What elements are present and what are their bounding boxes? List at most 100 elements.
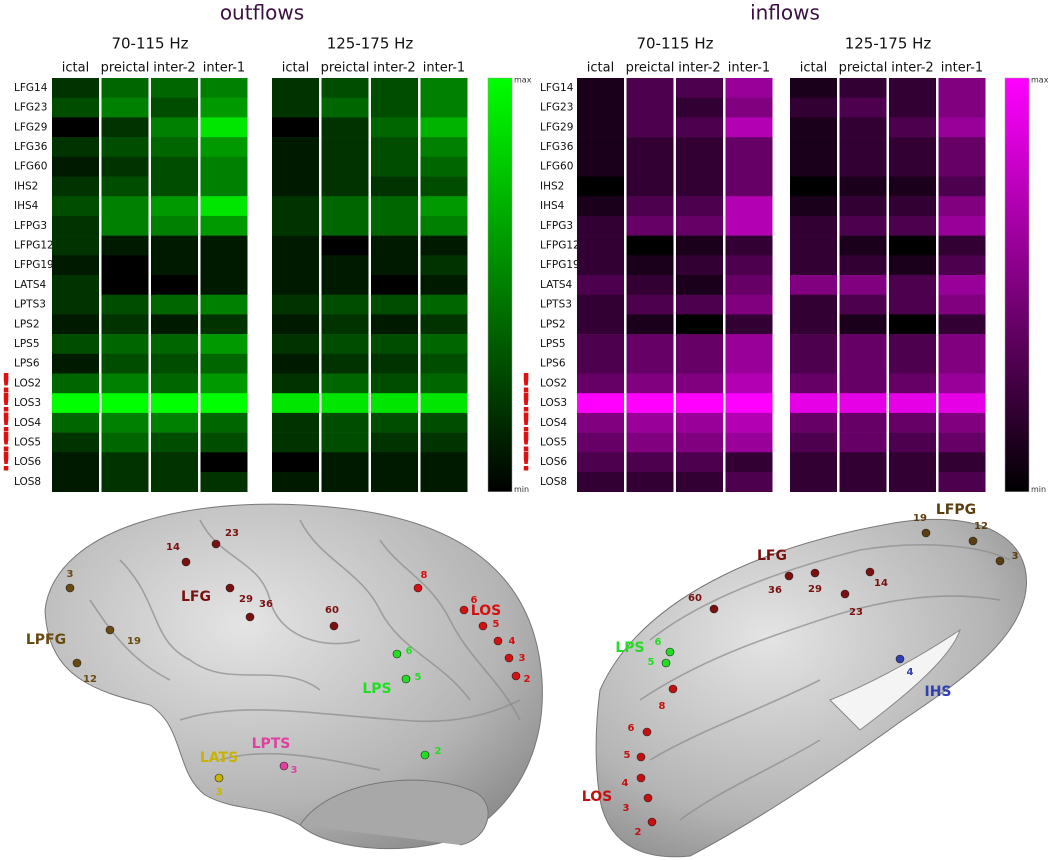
heatmap-cell <box>52 97 99 118</box>
electrode-label: 5 <box>624 750 631 761</box>
electrode-label: 14 <box>874 578 888 589</box>
heatmap-cell <box>272 452 319 473</box>
column-label: inter-1 <box>423 61 465 76</box>
heatmap-cell <box>200 255 248 276</box>
electrode <box>65 583 75 593</box>
heatmap-cell <box>889 97 936 118</box>
heatmap-cell <box>676 432 723 453</box>
electrode <box>511 671 521 681</box>
brain-medial <box>595 518 1027 858</box>
heatmap-cell <box>200 196 248 217</box>
heatmap-cell <box>839 117 887 138</box>
heatmap-cell <box>371 176 418 197</box>
region-label: LPFG <box>26 632 66 648</box>
heatmap-cell <box>676 373 723 394</box>
heatmap-cell <box>790 393 837 414</box>
heatmap-cell <box>151 97 198 118</box>
band-label: 70-115 Hz <box>636 35 713 53</box>
heatmap-cell <box>151 452 198 473</box>
row-label: LOS6 <box>540 456 567 468</box>
electrode <box>392 649 402 659</box>
electrode-label: 6 <box>628 723 635 734</box>
heatmap-cell <box>321 215 369 236</box>
heatmap-cell <box>839 275 887 295</box>
electrode-label: 6 <box>655 637 662 648</box>
heatmap-cell <box>839 314 887 335</box>
heatmap-cell <box>839 452 887 473</box>
heatmap-cell <box>626 156 674 177</box>
electrode <box>636 773 646 783</box>
heatmap-cell <box>790 156 837 177</box>
heatmap-cell <box>200 176 248 197</box>
row-label: LFG23 <box>540 102 573 114</box>
heatmap-cell <box>839 294 887 315</box>
heatmap-cell <box>839 196 887 217</box>
heatmap-cell <box>676 353 723 374</box>
heatmap-cell <box>577 393 624 414</box>
heatmap-cell <box>151 78 198 98</box>
heatmap-cell <box>52 314 99 335</box>
heatmap-cell <box>725 314 773 335</box>
electrode-label: 3 <box>623 803 630 814</box>
row-label: LPTS3 <box>14 299 46 311</box>
heatmap-cell <box>101 235 149 256</box>
electrode-label: 29 <box>239 594 253 605</box>
heatmap-cell <box>101 432 149 453</box>
band-label: 70-115 Hz <box>111 35 188 53</box>
column-label: inter-1 <box>203 61 245 76</box>
heatmap-cell <box>938 353 986 374</box>
heatmap-cell <box>151 334 198 355</box>
electrode-label: 60 <box>325 605 339 616</box>
heatmap-cell <box>626 432 674 453</box>
electrode-label: 2 <box>524 674 531 685</box>
heatmap-cell <box>151 314 198 335</box>
heatmap-cell <box>938 215 986 236</box>
heatmap-cell <box>52 176 99 197</box>
heatmap-cell <box>151 294 198 315</box>
heatmap-cell <box>101 137 149 158</box>
heatmap-cell <box>790 353 837 374</box>
row-label: LOS5 <box>540 436 567 448</box>
electrode <box>401 674 411 684</box>
heatmap-cell <box>938 117 986 138</box>
heatmap-cell <box>52 117 99 138</box>
electrode <box>642 727 652 737</box>
colorbar-min: min <box>1031 485 1046 494</box>
heatmap-cell <box>626 294 674 315</box>
heatmap-cell <box>626 334 674 355</box>
heatmap-cell <box>839 156 887 177</box>
region-label: LOS <box>471 603 501 619</box>
heatmap-cell <box>790 97 837 118</box>
heatmap-cell <box>577 452 624 473</box>
heatmap-cell <box>420 255 468 276</box>
heatmap-cell <box>321 137 369 158</box>
heatmap-cell <box>371 334 418 355</box>
heatmap-cell <box>52 215 99 236</box>
electrode <box>665 647 675 657</box>
heatmap-cell <box>626 472 674 492</box>
electrode-label: 5 <box>493 619 500 630</box>
region-label: LATS <box>200 750 238 766</box>
heatmap-cell <box>676 472 723 492</box>
heatmap-cell <box>839 353 887 374</box>
heatmap-cell <box>420 452 468 473</box>
heatmap-cell <box>790 235 837 256</box>
flag: ! <box>0 448 12 478</box>
heatmap-cell <box>321 334 369 355</box>
heatmap-cell <box>371 393 418 414</box>
heatmap-cell <box>272 215 319 236</box>
column-label: preictal <box>626 61 675 76</box>
heatmap-cell <box>52 235 99 256</box>
heatmap-cell <box>577 235 624 256</box>
heatmap-cell <box>938 334 986 355</box>
electrode-label: 8 <box>659 701 666 712</box>
heatmap-cell <box>52 334 99 355</box>
flag: ! <box>520 389 532 419</box>
heatmap-cell <box>420 78 468 98</box>
heatmap-cell <box>371 215 418 236</box>
heatmap-cell <box>151 275 198 295</box>
heatmap-cell <box>889 472 936 492</box>
colorbar <box>1004 77 1030 492</box>
row-label: LOS8 <box>540 476 567 488</box>
heatmap-cell <box>200 78 248 98</box>
